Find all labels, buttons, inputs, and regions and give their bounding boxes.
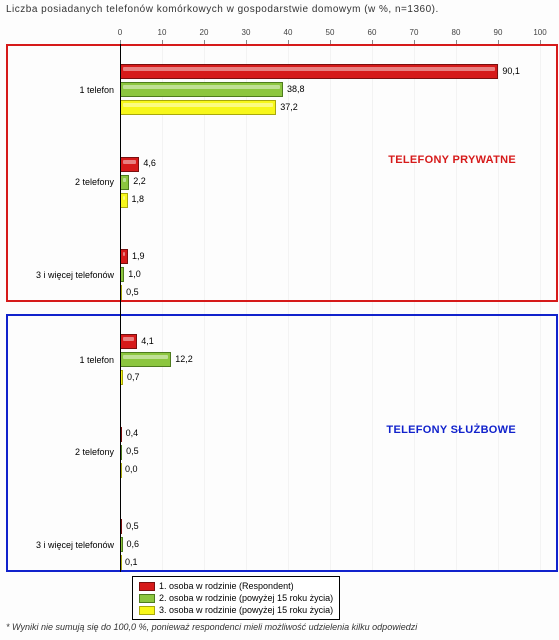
bar-value-label: 0,0 xyxy=(125,464,138,474)
bar xyxy=(120,64,498,79)
panel-label-business: TELEFONY SŁUŻBOWE xyxy=(386,424,516,436)
bar xyxy=(120,352,171,367)
legend-label: 3. osoba w rodzinie (powyżej 15 roku życ… xyxy=(159,604,333,616)
category-label: 2 telefony xyxy=(4,177,114,187)
bar-value-label: 0,7 xyxy=(127,372,140,382)
bar-value-label: 37,2 xyxy=(280,102,298,112)
bar xyxy=(120,82,283,97)
bar-value-label: 0,5 xyxy=(126,521,139,531)
bar-value-label: 1,9 xyxy=(132,251,145,261)
y-axis-line xyxy=(120,44,121,572)
x-tick-label: 70 xyxy=(410,28,419,37)
bar xyxy=(120,334,137,349)
bar-value-label: 90,1 xyxy=(502,66,520,76)
x-tick-label: 90 xyxy=(494,28,503,37)
legend-label: 2. osoba w rodzinie (powyżej 15 roku życ… xyxy=(159,592,333,604)
bar-value-label: 12,2 xyxy=(175,354,193,364)
legend-swatch xyxy=(139,582,155,591)
bar xyxy=(120,100,276,115)
footnote: * Wyniki nie sumują się do 100,0 %, poni… xyxy=(6,622,417,632)
x-tick-label: 20 xyxy=(200,28,209,37)
x-tick-label: 80 xyxy=(452,28,461,37)
bar-value-label: 4,6 xyxy=(143,158,156,168)
bar xyxy=(120,157,139,172)
chart-title: Liczba posiadanych telefonów komórkowych… xyxy=(6,4,439,15)
bar-value-label: 38,8 xyxy=(287,84,305,94)
legend-item: 2. osoba w rodzinie (powyżej 15 roku życ… xyxy=(139,592,333,604)
x-tick-label: 40 xyxy=(284,28,293,37)
bar-value-label: 0,5 xyxy=(126,287,139,297)
chart-area: 0 10 20 30 40 50 60 70 80 90 100 TELEFONY PRYWATNE… xyxy=(0,28,559,588)
category-label: 2 telefony xyxy=(4,447,114,457)
category-label: 3 i więcej telefonów xyxy=(4,540,114,550)
x-tick-label: 60 xyxy=(368,28,377,37)
legend-swatch xyxy=(139,606,155,615)
x-tick-label: 50 xyxy=(326,28,335,37)
page-root: Liczba posiadanych telefonów komórkowych… xyxy=(0,0,559,640)
bar-value-label: 0,4 xyxy=(126,428,139,438)
bar xyxy=(120,249,128,264)
x-tick-label: 0 xyxy=(118,28,122,37)
legend-label: 1. osoba w rodzinie (Respondent) xyxy=(159,580,294,592)
category-label: 1 telefon xyxy=(4,85,114,95)
bar-value-label: 1,0 xyxy=(128,269,141,279)
legend-swatch xyxy=(139,594,155,603)
bar-value-label: 0,5 xyxy=(126,446,139,456)
bar xyxy=(120,175,129,190)
x-tick-label: 100 xyxy=(533,28,546,37)
x-tick-label: 10 xyxy=(158,28,167,37)
bar-value-label: 0,6 xyxy=(127,539,140,549)
legend: 1. osoba w rodzinie (Respondent)2. osoba… xyxy=(132,576,340,620)
bar-value-label: 1,8 xyxy=(132,194,145,204)
panel-business: TELEFONY SŁUŻBOWE xyxy=(6,314,558,572)
x-tick-label: 30 xyxy=(242,28,251,37)
x-axis: 0102030405060708090100 xyxy=(120,28,540,42)
panel-label-private: TELEFONY PRYWATNE xyxy=(388,154,516,166)
bar-value-label: 2,2 xyxy=(133,176,146,186)
legend-item: 3. osoba w rodzinie (powyżej 15 roku życ… xyxy=(139,604,333,616)
category-label: 3 i więcej telefonów xyxy=(4,270,114,280)
bar xyxy=(120,193,128,208)
bar-value-label: 4,1 xyxy=(141,336,154,346)
legend-item: 1. osoba w rodzinie (Respondent) xyxy=(139,580,333,592)
bar-value-label: 0,1 xyxy=(125,557,138,567)
category-label: 1 telefon xyxy=(4,355,114,365)
